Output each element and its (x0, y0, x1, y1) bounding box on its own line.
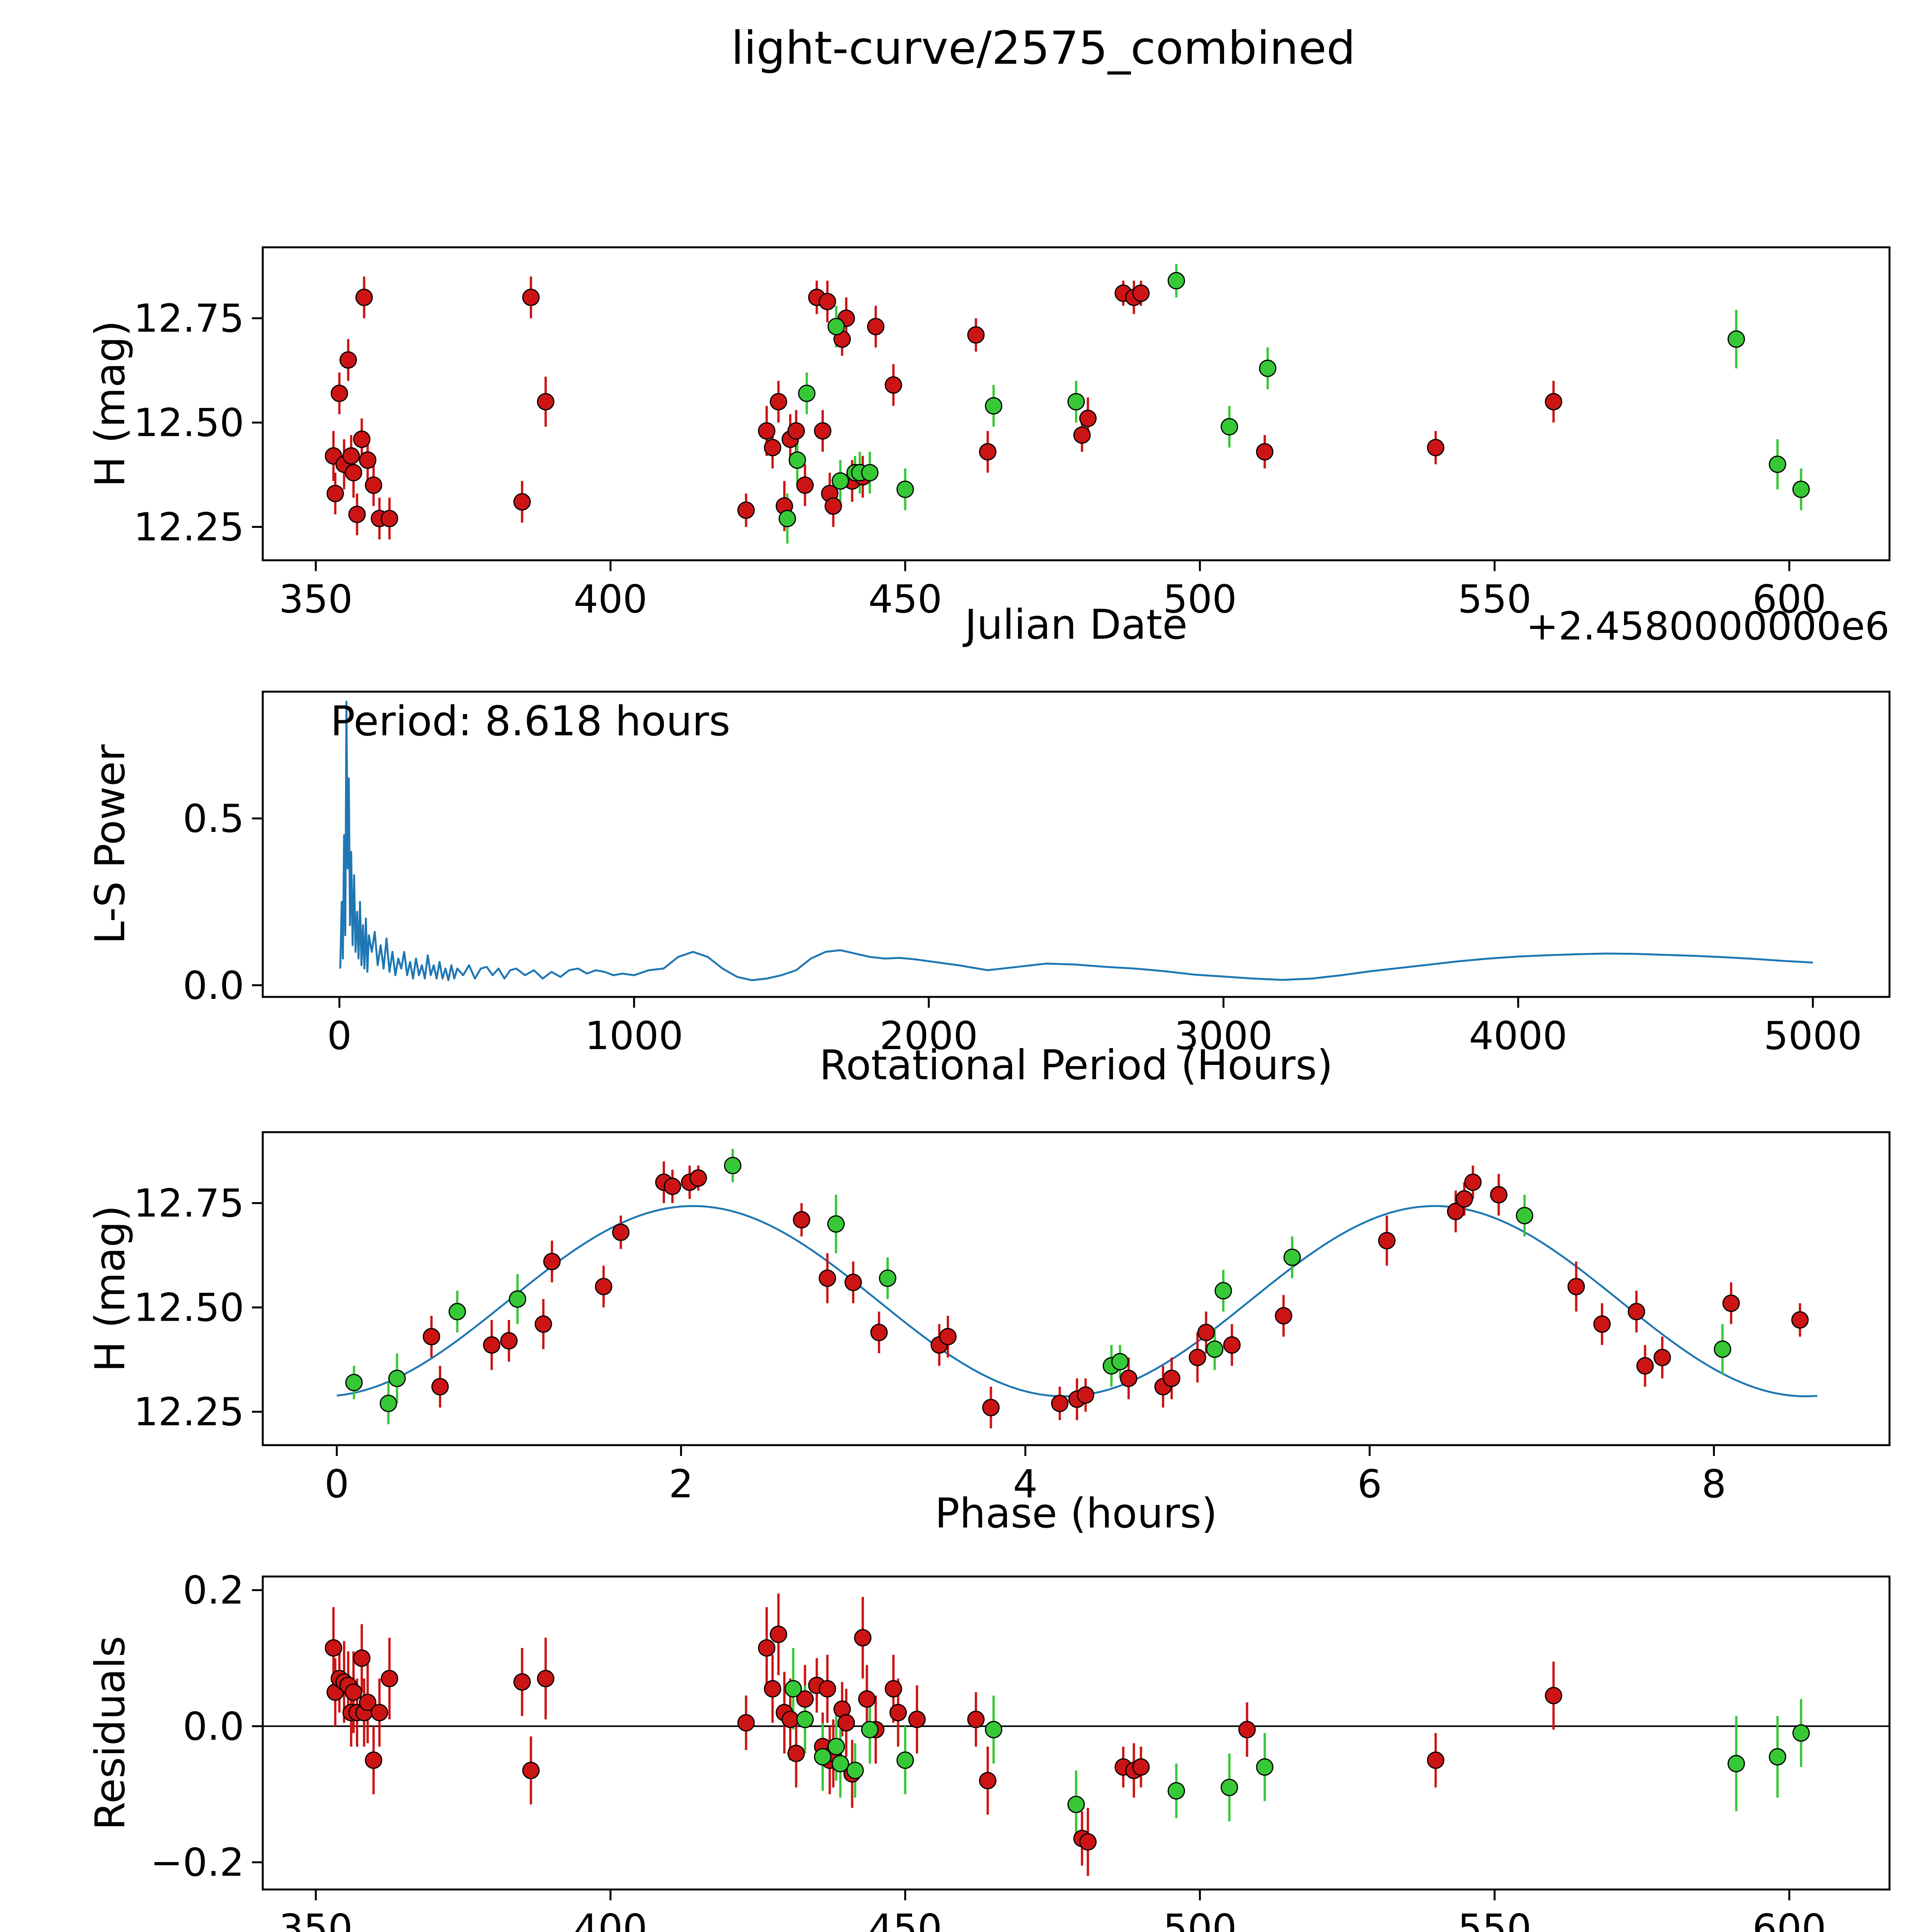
panel-residuals: 350 400 450 500 550 600 −0.2 0.0 0.2 (150, 1568, 1891, 1932)
svg-text:4000: 4000 (1469, 1013, 1568, 1058)
svg-text:8: 8 (1702, 1461, 1726, 1507)
svg-text:12.25: 12.25 (134, 505, 244, 550)
y-axis-label-lightcurve: H (mag) (86, 320, 134, 487)
errorbars-green-points (792, 1648, 1803, 1838)
svg-text:4: 4 (1013, 1461, 1038, 1507)
svg-text:5000: 5000 (1764, 1013, 1862, 1058)
svg-text:0.0: 0.0 (183, 963, 244, 1008)
svg-text:3000: 3000 (1174, 1013, 1273, 1058)
svg-text:0: 0 (325, 1461, 349, 1507)
svg-text:12.25: 12.25 (134, 1389, 244, 1435)
scatter-red-points (325, 284, 1563, 527)
svg-text:−0.2: −0.2 (150, 1840, 244, 1885)
tick-labels: 350 400 450 500 550 600 12.25 12.50 12.75 (134, 296, 1826, 622)
axes-box (262, 690, 1891, 998)
svg-text:0: 0 (327, 1013, 352, 1058)
axes-box (262, 1131, 1891, 1446)
x-axis-label-phase: Phase (hours) (935, 1490, 1218, 1537)
svg-text:12.75: 12.75 (134, 1181, 244, 1226)
panel-periodogram: 0 1000 2000 3000 4000 5000 0.0 0.5 (183, 690, 1891, 1058)
sinusoid-fit-line (337, 1205, 1818, 1398)
errorbars-red-points (332, 1594, 1555, 1876)
x-offset-text-lightcurve: +2.4580000000e6 (1526, 604, 1889, 649)
scatter-green-points (784, 1680, 1810, 1813)
periodogram-line (339, 701, 1813, 981)
svg-text:0.5: 0.5 (183, 796, 244, 841)
svg-text:400: 400 (574, 1906, 648, 1932)
svg-text:350: 350 (279, 1906, 353, 1932)
svg-text:12.50: 12.50 (134, 1285, 244, 1330)
svg-text:450: 450 (868, 1906, 942, 1932)
svg-text:0.0: 0.0 (183, 1704, 244, 1749)
svg-text:500: 500 (1163, 1906, 1237, 1932)
svg-text:450: 450 (868, 577, 942, 622)
y-axis-label-periodogram: L-S Power (86, 744, 134, 944)
panel-phased: 0 2 4 6 8 12.25 12.50 12.75 (134, 1131, 1891, 1507)
errorbars-green-points (786, 264, 1803, 544)
errorbars-red-points (430, 1161, 1801, 1429)
axes-box (262, 1575, 1891, 1891)
scatter-green-points (345, 1156, 1731, 1412)
svg-text:6: 6 (1357, 1461, 1382, 1507)
svg-text:2000: 2000 (879, 1013, 978, 1058)
svg-text:1000: 1000 (585, 1013, 684, 1058)
scatter-red-points (325, 1626, 1563, 1851)
svg-text:2: 2 (669, 1461, 694, 1507)
scatter-red-points (423, 1169, 1809, 1417)
tick-labels: 0 1000 2000 3000 4000 5000 0.0 0.5 (183, 796, 1862, 1058)
errorbars-green-points (353, 1149, 1724, 1424)
x-axis-label-lightcurve: Julian Date (964, 601, 1188, 648)
y-axis-label-residuals: Residuals (86, 1636, 134, 1830)
svg-text:12.50: 12.50 (134, 400, 244, 446)
svg-text:600: 600 (1752, 577, 1826, 622)
svg-text:0.2: 0.2 (183, 1568, 244, 1613)
x-axis-label-periodogram: Rotational Period (Hours) (819, 1041, 1333, 1089)
tick-labels: 350 400 450 500 550 600 −0.2 0.0 0.2 (150, 1568, 1826, 1932)
scatter-green-points (779, 272, 1810, 527)
tick-labels: 0 2 4 6 8 12.25 12.50 12.75 (134, 1181, 1726, 1507)
axes-box (262, 246, 1891, 561)
figure-title: light-curve/2575_combined (731, 21, 1355, 75)
svg-text:550: 550 (1458, 1906, 1532, 1932)
svg-text:400: 400 (574, 577, 648, 622)
svg-text:550: 550 (1458, 577, 1532, 622)
svg-text:12.75: 12.75 (134, 296, 244, 341)
svg-text:600: 600 (1752, 1906, 1826, 1932)
y-axis-label-phase: H (mag) (86, 1205, 134, 1372)
svg-text:350: 350 (279, 577, 353, 622)
period-annotation: Period: 8.618 hours (330, 697, 731, 745)
svg-text:500: 500 (1163, 577, 1237, 622)
panel-lightcurve: 350 400 450 500 550 600 12.25 12.50 12.75 (134, 246, 1891, 622)
